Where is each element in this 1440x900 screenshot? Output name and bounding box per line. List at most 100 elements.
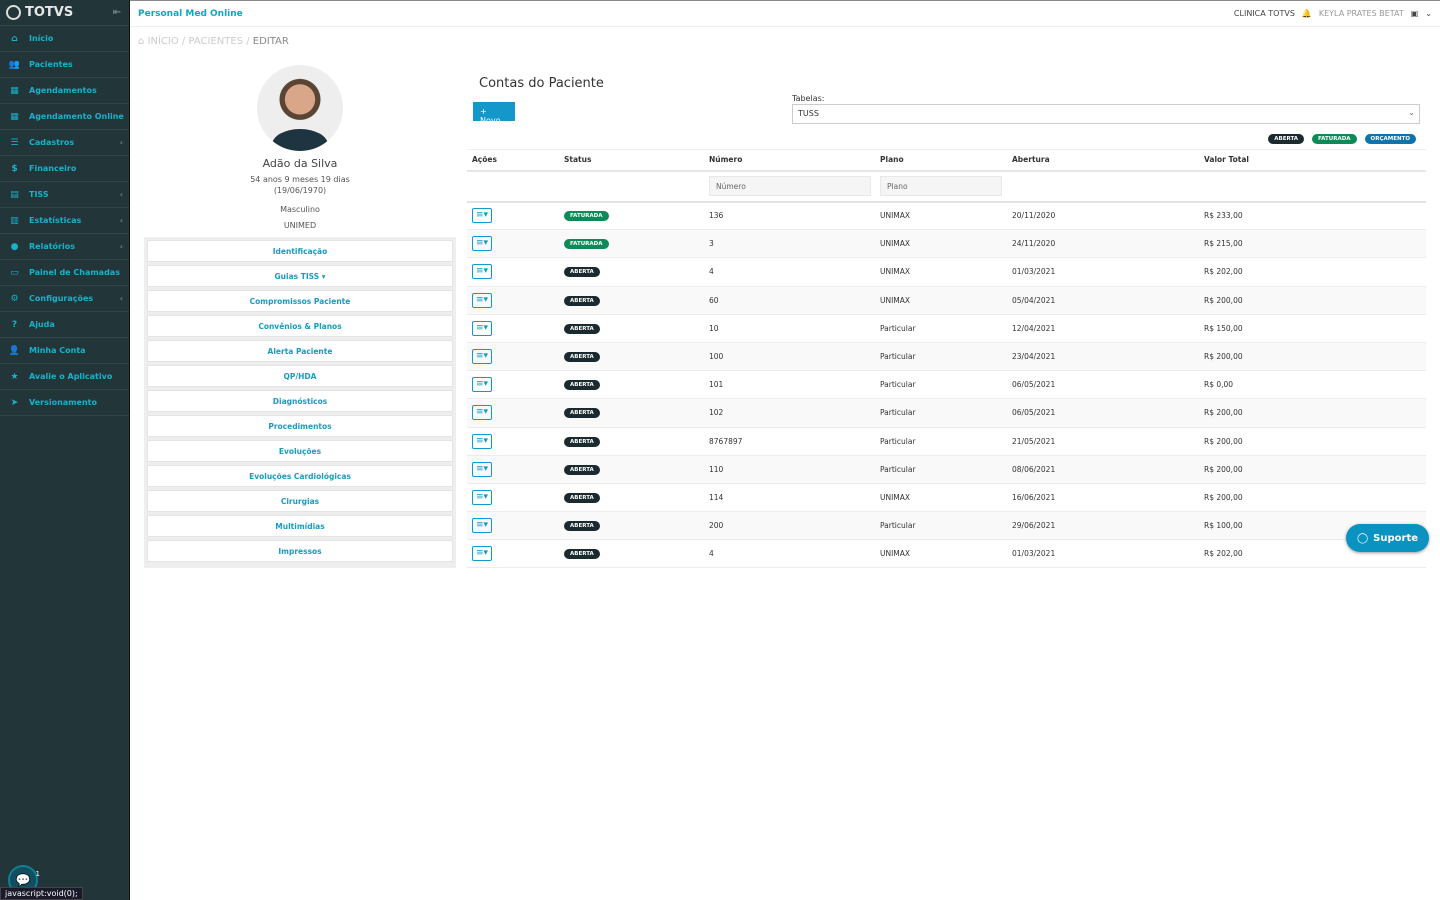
sidebar-item[interactable]: ▦ Agendamento Online bbox=[0, 104, 129, 130]
section-title: Contas do Paciente bbox=[479, 76, 604, 91]
sidebar-icon: ▤ bbox=[10, 189, 19, 200]
sidebar-item-label: Agendamentos bbox=[29, 86, 97, 95]
topbar: Personal Med Online CLINICA TOTVS 🔔 KEYL… bbox=[130, 0, 1440, 27]
actions-menu-icon[interactable]: ≡▾ bbox=[472, 489, 492, 505]
tables-select[interactable]: TUSS ⌄ bbox=[792, 104, 1420, 124]
table-row: ≡▾ ABERTA 4 UNIMAX 01/03/2021 R$ 202,00 bbox=[467, 539, 1426, 569]
legend-faturada: FATURADA bbox=[1312, 134, 1357, 144]
sidebar-item[interactable]: ▥ Estatísticas ‹ bbox=[0, 208, 129, 234]
table-row: ≡▾ ABERTA 8767897 Particular 21/05/2021 … bbox=[467, 427, 1426, 456]
col-abertura[interactable]: Abertura bbox=[1007, 149, 1199, 172]
support-label: Suporte bbox=[1373, 532, 1419, 544]
actions-menu-icon[interactable]: ≡▾ bbox=[472, 377, 492, 393]
actions-menu-icon[interactable]: ≡▾ bbox=[472, 433, 492, 449]
actions-menu-icon[interactable]: ≡▾ bbox=[472, 292, 492, 308]
patient-menu-item[interactable]: Cirurgias bbox=[147, 490, 453, 512]
status-badge: ABERTA bbox=[564, 295, 600, 306]
bell-icon[interactable]: 🔔 bbox=[1301, 9, 1312, 18]
patient-menu-item[interactable]: Multimídias bbox=[147, 515, 453, 537]
sidebar-item[interactable]: ☰ Cadastros ‹ bbox=[0, 130, 129, 156]
sidebar-item-label: Agendamento Online bbox=[29, 112, 124, 121]
actions-menu-icon[interactable]: ≡▾ bbox=[472, 518, 492, 534]
numero-cell: 4 bbox=[704, 539, 875, 569]
table-row: ≡▾ FATURADA 136 UNIMAX 20/11/2020 R$ 233… bbox=[467, 201, 1426, 231]
brand-link[interactable]: Personal Med Online bbox=[138, 8, 243, 19]
sidebar-item[interactable]: ? Ajuda bbox=[0, 312, 129, 338]
sidebar-item[interactable]: 👤 Minha Conta bbox=[0, 338, 129, 364]
col-numero[interactable]: Número bbox=[704, 149, 875, 172]
sidebar-item[interactable]: ➤ Versionamento bbox=[0, 390, 129, 416]
actions-menu-icon[interactable]: ≡▾ bbox=[472, 208, 492, 224]
table-row: ≡▾ FATURADA 3 UNIMAX 24/11/2020 R$ 215,0… bbox=[467, 229, 1426, 259]
patient-plan: UNIMED bbox=[283, 221, 317, 230]
actions-menu-icon[interactable]: ≡▾ bbox=[472, 320, 492, 336]
patient-menu-item[interactable]: Procedimentos bbox=[147, 415, 453, 437]
sidebar-item[interactable]: $ Financeiro bbox=[0, 156, 129, 182]
sidebar-item-label: Cadastros bbox=[29, 138, 75, 147]
actions-menu-icon[interactable]: ≡▾ bbox=[472, 405, 492, 421]
patient-menu-item[interactable]: Diagnósticos bbox=[147, 390, 453, 412]
actions-menu-icon[interactable]: ≡▾ bbox=[472, 264, 492, 280]
plano-cell: Particular bbox=[875, 455, 1007, 484]
sidebar-item[interactable]: ▤ TISS ‹ bbox=[0, 182, 129, 208]
patient-menu-item[interactable]: Identificação bbox=[147, 240, 453, 262]
sidebar-item[interactable]: ⚙ Configurações ‹ bbox=[0, 286, 129, 312]
status-badge: ABERTA bbox=[564, 492, 600, 503]
breadcrumb-sep: / bbox=[178, 36, 189, 47]
col-acoes: Ações bbox=[467, 149, 559, 172]
patient-menu: Identificação Guias TISS ▾ Compromissos Pa… bbox=[144, 237, 456, 568]
valor-cell: R$ 202,00 bbox=[1199, 257, 1426, 287]
abertura-cell: 23/04/2021 bbox=[1007, 342, 1199, 372]
sidebar-item[interactable]: ★ Avalie o Aplicativo bbox=[0, 364, 129, 390]
numero-filter-input[interactable]: Número bbox=[709, 176, 871, 196]
patient-menu-item[interactable]: Impressos bbox=[147, 540, 453, 562]
totvs-logo[interactable]: TOTVS ⇤ bbox=[0, 0, 129, 26]
sidebar-item[interactable]: ⌂ Início bbox=[0, 26, 129, 52]
user-avatar-icon[interactable]: ▣ bbox=[1410, 9, 1419, 18]
patient-menu-item[interactable]: Alerta Paciente bbox=[147, 340, 453, 362]
numero-cell: 100 bbox=[704, 342, 875, 372]
patient-menu-item[interactable]: Convênios & Planos bbox=[147, 315, 453, 337]
sidebar-item-label: Estatísticas bbox=[29, 216, 82, 225]
sidebar-item[interactable]: ● Relatórios ‹ bbox=[0, 234, 129, 260]
col-valor[interactable]: Valor Total bbox=[1199, 149, 1426, 172]
valor-cell: R$ 200,00 bbox=[1199, 398, 1426, 428]
valor-cell: R$ 150,00 bbox=[1199, 314, 1426, 343]
sidebar-item[interactable]: ▦ Agendamentos bbox=[0, 78, 129, 104]
status-legend: ABERTA FATURADA ORÇAMENTO bbox=[1268, 134, 1416, 144]
breadcrumb-inicio[interactable]: INÍCIO bbox=[147, 36, 179, 47]
support-button[interactable]: ◯ Suporte bbox=[1346, 524, 1429, 552]
patient-menu-item[interactable]: QP/HDA bbox=[147, 365, 453, 387]
breadcrumb-pacientes[interactable]: PACIENTES bbox=[188, 36, 244, 47]
table-row: ≡▾ ABERTA 102 Particular 06/05/2021 R$ 2… bbox=[467, 398, 1426, 428]
actions-menu-icon[interactable]: ≡▾ bbox=[472, 236, 492, 252]
sidebar-icon: $ bbox=[11, 163, 18, 174]
col-plano[interactable]: Plano bbox=[875, 149, 1007, 172]
sidebar-item[interactable]: ▭ Painel de Chamadas bbox=[0, 260, 129, 286]
actions-menu-icon[interactable]: ≡▾ bbox=[472, 349, 492, 365]
plano-cell: UNIMAX bbox=[875, 286, 1007, 315]
patient-menu-item[interactable]: Compromissos Paciente bbox=[147, 290, 453, 312]
sidebar-item[interactable]: 👥 Pacientes bbox=[0, 52, 129, 78]
patient-menu-item[interactable]: Evoluções bbox=[147, 440, 453, 462]
new-account-button[interactable]: + Novo bbox=[473, 102, 515, 125]
actions-menu-icon[interactable]: ≡▾ bbox=[472, 546, 492, 562]
clinic-name[interactable]: CLINICA TOTVS bbox=[1233, 9, 1295, 18]
status-badge: FATURADA bbox=[564, 239, 609, 250]
patient-menu-item[interactable]: Evoluções Cardiológicas bbox=[147, 465, 453, 487]
collapse-sidebar-icon[interactable]: ⇤ bbox=[112, 7, 121, 18]
chevron-down-icon[interactable]: ⌄ bbox=[1425, 9, 1432, 18]
numero-cell: 4 bbox=[704, 257, 875, 287]
status-badge: ABERTA bbox=[564, 380, 600, 391]
status-badge: ABERTA bbox=[564, 436, 600, 447]
actions-menu-icon[interactable]: ≡▾ bbox=[472, 461, 492, 477]
home-icon[interactable]: ⌂ bbox=[138, 36, 148, 47]
plano-filter-input[interactable]: Plano bbox=[880, 176, 1002, 196]
patient-avatar bbox=[257, 65, 343, 151]
status-badge: FATURADA bbox=[564, 211, 609, 222]
plano-cell: UNIMAX bbox=[875, 229, 1007, 259]
user-name[interactable]: KEYLA PRATES BETAT bbox=[1318, 9, 1404, 18]
abertura-cell: 21/05/2021 bbox=[1007, 427, 1199, 456]
patient-menu-item[interactable]: Guias TISS ▾ bbox=[147, 265, 453, 287]
sidebar-icon: ⚙ bbox=[10, 293, 19, 304]
